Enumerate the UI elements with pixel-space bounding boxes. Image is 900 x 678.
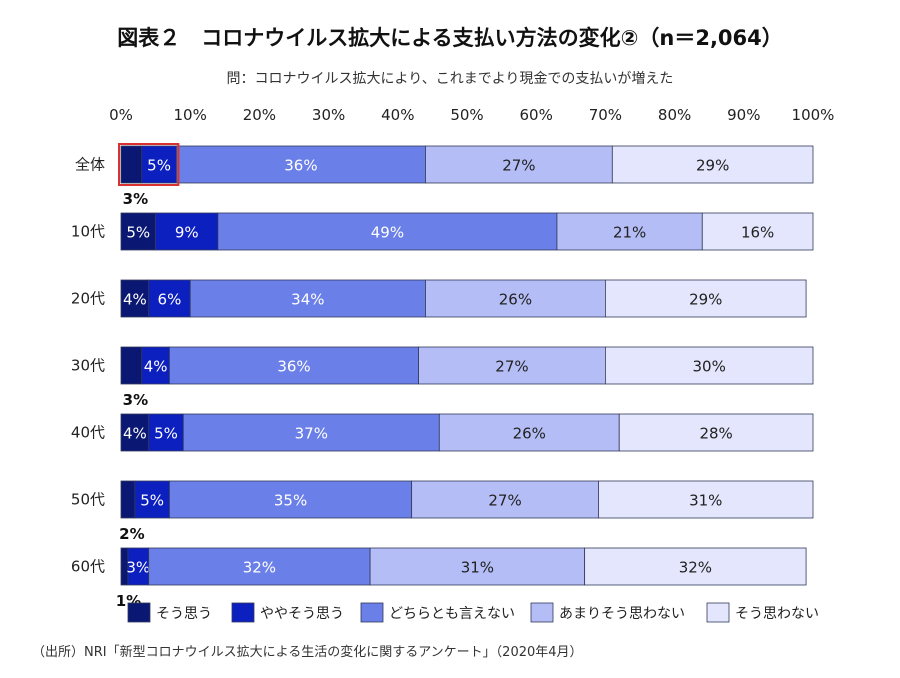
legend-label: ややそう思う: [260, 606, 344, 622]
bar-segment: [425, 145, 613, 184]
data-label: 28%: [699, 425, 732, 443]
legend-swatch: [530, 602, 554, 623]
x-tick-label: 20%: [243, 106, 276, 124]
data-label: 35%: [274, 492, 307, 510]
category-label: 10代: [71, 223, 105, 241]
data-label: 26%: [513, 425, 546, 443]
x-tick-label: 90%: [727, 106, 760, 124]
bar-segment: [182, 413, 440, 452]
data-label: 32%: [243, 559, 276, 577]
data-label: 5%: [154, 425, 178, 443]
bar-segment: [611, 145, 814, 184]
bar-segment: [556, 212, 703, 251]
data-label: 36%: [284, 157, 317, 175]
data-label: 2%: [119, 525, 144, 543]
data-label: 29%: [689, 291, 722, 309]
category-label: 20代: [71, 290, 105, 308]
data-label: 27%: [488, 492, 521, 510]
bar-segment: [189, 279, 426, 318]
data-label: 3%: [126, 559, 150, 577]
bar-segment: [411, 480, 599, 519]
bar-segment: [155, 212, 219, 251]
bar-segment: [701, 212, 814, 251]
bar-segment: [120, 480, 136, 519]
x-tick-label: 60%: [520, 106, 553, 124]
bar-segment: [120, 212, 156, 251]
category-label: 全体: [75, 156, 105, 174]
data-label: 32%: [679, 559, 712, 577]
data-label: 37%: [295, 425, 328, 443]
data-label: 26%: [499, 291, 532, 309]
data-label: 9%: [175, 224, 199, 242]
bar-segment: [120, 145, 143, 184]
data-label: 4%: [123, 425, 147, 443]
category-label: 60代: [71, 558, 105, 576]
data-label: 27%: [495, 358, 528, 376]
chart-title: 図表２ コロナウイルス拡大による支払い方法の変化②（n＝2,064）: [117, 26, 783, 50]
data-label: 31%: [689, 492, 722, 510]
bar-segment: [605, 279, 807, 318]
x-tick-label: 0%: [109, 106, 133, 124]
legend-swatch: [231, 602, 255, 623]
data-label: 29%: [696, 157, 729, 175]
category-label: 50代: [71, 491, 105, 509]
legend-swatch: [127, 602, 151, 623]
legend-label: そう思わない: [735, 606, 819, 622]
highlight-box: [118, 143, 180, 186]
x-tick-label: 10%: [174, 106, 207, 124]
legend-label: どちらとも言えない: [389, 606, 515, 622]
data-label: 5%: [126, 224, 150, 242]
bar-segment: [120, 346, 143, 385]
data-label: 16%: [741, 224, 774, 242]
data-label: 49%: [371, 224, 404, 242]
bar-segment: [148, 547, 371, 586]
x-tick-label: 30%: [312, 106, 345, 124]
bar-segment: [425, 279, 606, 318]
bar-segment: [369, 547, 586, 586]
x-tick-label: 100%: [792, 106, 835, 124]
data-label: 5%: [147, 157, 171, 175]
bar-segment: [134, 480, 170, 519]
category-label: 30代: [71, 357, 105, 375]
bar-segment: [418, 346, 606, 385]
data-label: 3%: [123, 190, 148, 208]
bar-segment: [584, 547, 807, 586]
chart-subtitle: 問：コロナウイルス拡大により、これまでより現金での支払いが増えた: [226, 71, 674, 87]
legend-label: あまりそう思わない: [559, 606, 685, 622]
bar-segment: [120, 279, 150, 318]
bar-segment: [598, 480, 814, 519]
data-label: 21%: [613, 224, 646, 242]
bar-segment: [605, 346, 814, 385]
data-label: 3%: [123, 391, 148, 409]
legend-swatch: [360, 602, 384, 623]
data-label: 31%: [461, 559, 494, 577]
data-label: 4%: [123, 291, 147, 309]
data-label: 4%: [144, 358, 168, 376]
source-note: （出所）NRI「新型コロナウイルス拡大による生活の変化に関するアンケート」（20…: [32, 645, 583, 660]
legend-swatch: [706, 602, 730, 623]
legend-label: そう思う: [156, 606, 212, 622]
data-label: 5%: [140, 492, 164, 510]
bar-segment: [618, 413, 814, 452]
data-label: 27%: [502, 157, 535, 175]
x-tick-label: 50%: [450, 106, 483, 124]
x-tick-label: 40%: [381, 106, 414, 124]
bar-segment: [148, 279, 191, 318]
data-label: 34%: [291, 291, 324, 309]
stacked-bar-chart: 0% 10% 20% 30% 40% 50% 60% 70% 80% 90% 100% 全体 3% 5% 3…: [71, 106, 835, 623]
data-label: 6%: [158, 291, 182, 309]
data-label: 36%: [277, 358, 310, 376]
bar-segment: [141, 145, 177, 184]
x-tick-label: 80%: [658, 106, 691, 124]
category-label: 40代: [71, 424, 105, 442]
bar-segment: [217, 212, 558, 251]
x-tick-label: 70%: [589, 106, 622, 124]
data-label: 30%: [693, 358, 726, 376]
